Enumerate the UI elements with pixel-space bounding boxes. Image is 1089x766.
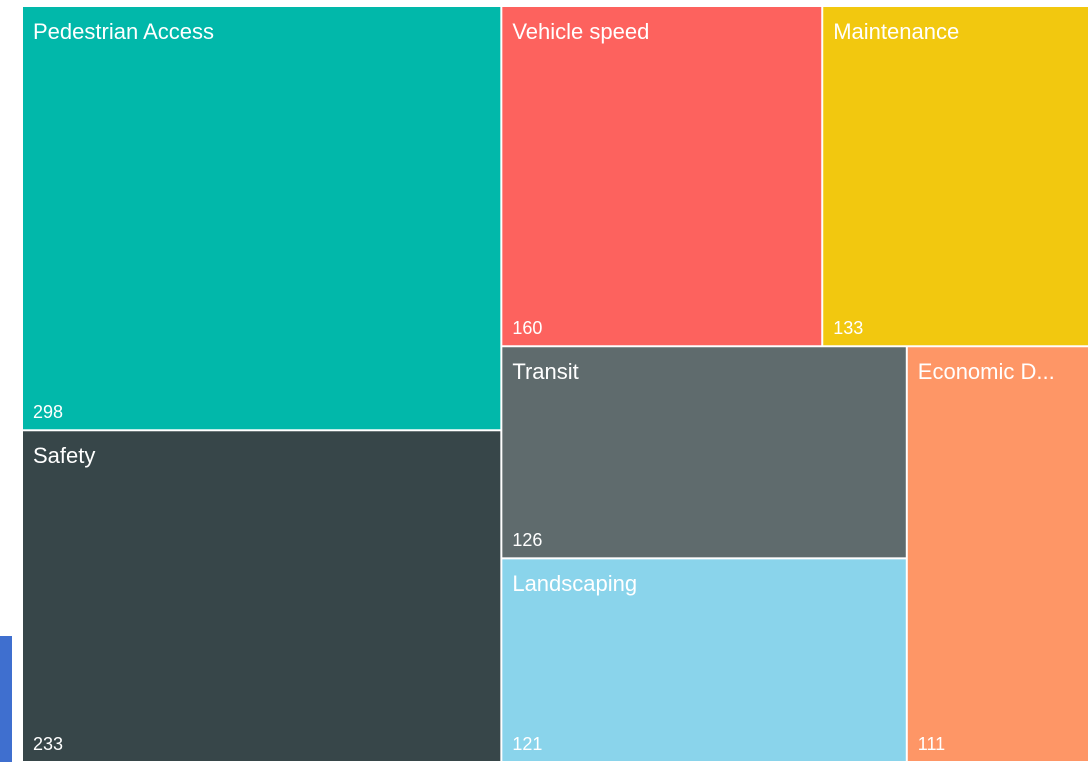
side-tab [0,636,12,762]
treemap-tile [907,347,1088,761]
tile-label: Transit [512,359,578,384]
tile-value: 126 [512,530,542,550]
treemap-tile [823,7,1088,346]
tile-value: 111 [918,734,945,754]
tile-value: 160 [512,318,542,338]
treemap-tile [23,7,501,430]
tile-value: 133 [833,318,863,338]
tile-label: Maintenance [833,19,959,44]
treemap-tile [502,7,822,346]
tile-value: 233 [33,734,63,754]
tile-label: Landscaping [512,571,637,596]
tile-label: Vehicle speed [512,19,649,44]
tile-label: Safety [33,443,95,468]
tile-label: Pedestrian Access [33,19,214,44]
treemap-tile [23,431,501,761]
treemap-tile [502,559,906,761]
tile-value: 298 [33,402,63,422]
treemap-tile [502,347,906,558]
tile-label: Economic D... [918,359,1055,384]
tile-value: 121 [512,734,542,754]
